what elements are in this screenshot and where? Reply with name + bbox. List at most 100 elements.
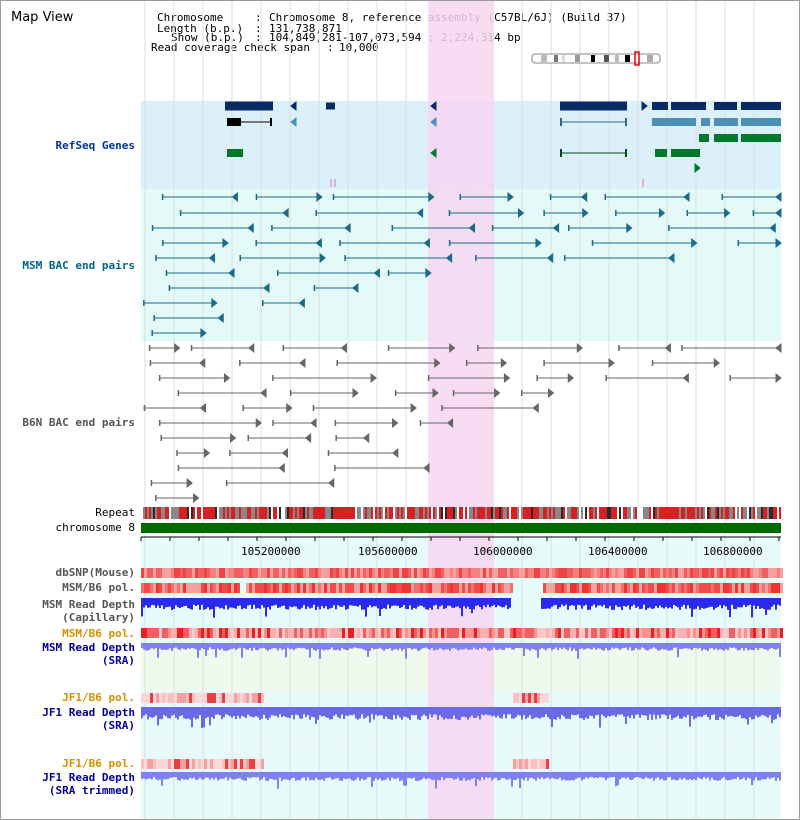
dbsnp-cell xyxy=(459,568,462,578)
msm-read-depth-bar xyxy=(291,598,293,608)
repeat-mark xyxy=(393,507,395,519)
msm-sra-read-depth-bar xyxy=(531,643,533,649)
jf1-trimmed-read-depth-bar xyxy=(769,772,771,779)
jf1-read-depth-bar xyxy=(577,707,579,715)
refseq-gene xyxy=(714,118,738,126)
jf1-trimmed-read-depth-bar xyxy=(429,772,431,779)
msm-read-depth-bar xyxy=(469,598,471,610)
dbsnp-cell xyxy=(567,568,570,578)
jf1-read-depth-bar xyxy=(643,707,645,716)
coverage-label: Read coverage check span xyxy=(151,41,310,54)
jf1-b6-pol-cell xyxy=(225,693,228,703)
msm-b6-pol-sra-cell xyxy=(462,628,465,638)
msm-b6-pol-cell xyxy=(627,583,630,593)
dbsnp-cell xyxy=(738,568,741,578)
dbsnp-cell xyxy=(594,568,597,578)
jf1-read-depth-bar xyxy=(555,707,557,720)
msm-b6-pol-cell xyxy=(216,583,219,593)
strand-arrow xyxy=(230,432,237,444)
jf1-read-depth-bar xyxy=(477,707,479,717)
jf1-trimmed-read-depth-bar xyxy=(331,772,333,780)
repeat-mark xyxy=(219,507,221,519)
jf1-b6-pol-cell xyxy=(537,693,540,703)
msm-read-depth-bar xyxy=(695,598,697,609)
jf1-b6-pol-cell xyxy=(525,693,528,703)
msm-b6-pol-cell xyxy=(267,583,270,593)
jf1-trimmed-read-depth-bar xyxy=(191,772,193,779)
jf1-trimmed-read-depth-bar xyxy=(439,772,441,781)
msm-b6-pol-cell xyxy=(669,583,672,593)
jf1-trimmed-read-depth-bar xyxy=(497,772,499,781)
jf1-b6-pol-2-cell xyxy=(150,759,153,769)
repeat-mark xyxy=(659,507,661,519)
repeat-mark xyxy=(715,507,717,519)
msm-b6-pol-sra-cell xyxy=(540,628,543,638)
strand-arrow xyxy=(263,282,270,294)
jf1-read-depth-bar xyxy=(337,707,339,718)
dbsnp-cell xyxy=(504,568,507,578)
msm-b6-pol-cell xyxy=(645,583,648,593)
msm-b6-pol-cell xyxy=(609,583,612,593)
jf1-read-depth-bar xyxy=(263,707,265,715)
track-label-msm-read-depth-capillary[interactable]: MSM Read Depth xyxy=(42,598,135,611)
msm-read-depth-bar xyxy=(769,598,771,610)
jf1-trimmed-read-depth-bar xyxy=(547,772,549,778)
track-label-msm-bac[interactable]: MSM BAC end pairs xyxy=(22,259,135,272)
msm-b6-pol-sra-cell xyxy=(441,628,444,638)
jf1-read-depth-bar xyxy=(351,707,353,716)
strand-arrow xyxy=(668,252,675,264)
repeat-mark xyxy=(759,507,761,519)
track-label-refseq-genes[interactable]: RefSeq Genes xyxy=(55,139,135,152)
msm-read-depth-bar xyxy=(609,598,611,607)
track-label-dbsnp[interactable]: dbSNP(Mouse) xyxy=(55,566,135,579)
msm-sra-read-depth-bar xyxy=(345,643,347,650)
track-label-jf1-b6-pol-2[interactable]: JF1/B6 pol. xyxy=(62,757,135,770)
jf1-trimmed-read-depth-bar xyxy=(553,772,555,779)
dbsnp-cell xyxy=(264,568,267,578)
jf1-read-depth-bar xyxy=(349,707,351,715)
msm-read-depth-bar xyxy=(733,598,735,609)
repeat-mark xyxy=(429,507,431,519)
track-label-msm-b6-pol[interactable]: MSM/B6 pol. xyxy=(62,581,135,594)
track-label-b6n-bac[interactable]: B6N BAC end pairs xyxy=(22,416,135,429)
msm-sra-read-depth-bar xyxy=(561,643,563,650)
msm-sra-read-depth-bar xyxy=(505,643,507,648)
msm-b6-pol-sra-cell xyxy=(279,628,282,638)
repeat-mark xyxy=(351,507,353,519)
jf1-b6-pol-2-cell xyxy=(165,759,168,769)
repeat-mark xyxy=(729,507,731,519)
msm-b6-pol-sra-cell xyxy=(600,628,603,638)
msm-read-depth-bar xyxy=(481,598,483,610)
msm-b6-pol-sra-cell xyxy=(624,628,627,638)
msm-read-depth-bar xyxy=(747,598,749,606)
track-label-msm-read-depth-sra[interactable]: MSM Read Depth xyxy=(42,641,135,654)
track-label-jf1-read-depth-trimmed[interactable]: JF1 Read Depth xyxy=(42,771,135,784)
dbsnp-cell xyxy=(510,568,513,578)
msm-b6-pol-cell xyxy=(483,583,486,593)
repeat-mark xyxy=(597,507,599,519)
jf1-trimmed-read-depth-bar xyxy=(197,772,199,780)
track-label-jf1-read-depth-sra[interactable]: JF1 Read Depth xyxy=(42,706,135,719)
msm-sra-read-depth-bar xyxy=(691,643,693,651)
msm-sra-read-depth-bar xyxy=(167,643,169,650)
jf1-read-depth-bar xyxy=(541,707,543,718)
strand-arrow xyxy=(344,222,351,234)
repeat-mark xyxy=(495,507,497,519)
jf1-trimmed-read-depth-bar xyxy=(609,772,611,778)
msm-sra-read-depth-bar xyxy=(765,643,767,650)
repeat-mark xyxy=(323,507,325,519)
jf1-read-depth-bar xyxy=(637,707,639,715)
jf1-trimmed-read-depth-bar xyxy=(761,772,763,780)
msm-sra-read-depth-bar xyxy=(221,643,223,649)
jf1-read-depth-bar xyxy=(521,707,523,720)
msm-b6-pol-sra-cell xyxy=(369,628,372,638)
track-label-repeat[interactable]: Repeat xyxy=(95,506,135,519)
track-label-msm-b6-pol-sra[interactable]: MSM/B6 pol. xyxy=(62,627,135,640)
msm-sra-read-depth-bar xyxy=(151,643,153,649)
track-label-jf1-b6-pol[interactable]: JF1/B6 pol. xyxy=(62,691,135,704)
msm-read-depth-bar xyxy=(455,598,457,607)
msm-read-depth-bar xyxy=(285,598,287,610)
dbsnp-cell xyxy=(744,568,747,578)
msm-read-depth-bar xyxy=(347,598,349,609)
